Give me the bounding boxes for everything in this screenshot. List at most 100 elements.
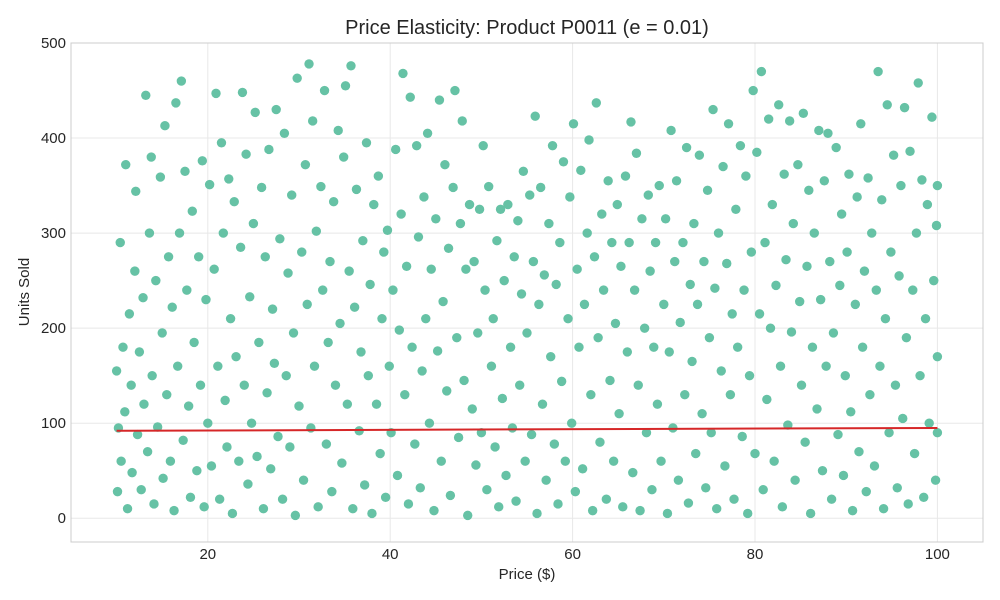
data-point xyxy=(152,422,163,432)
data-point xyxy=(729,494,739,504)
data-point xyxy=(178,435,188,445)
data-point xyxy=(788,218,799,229)
data-point xyxy=(922,199,933,210)
data-point xyxy=(158,473,168,484)
data-point xyxy=(363,370,374,381)
data-point xyxy=(783,420,793,430)
data-point xyxy=(560,456,571,466)
data-point xyxy=(932,427,943,438)
data-point xyxy=(931,220,942,231)
data-point xyxy=(652,399,663,409)
data-point xyxy=(333,125,343,136)
data-point xyxy=(163,252,174,262)
data-point xyxy=(825,256,835,267)
data-point xyxy=(847,505,858,516)
data-point xyxy=(660,214,671,224)
data-point xyxy=(722,258,732,269)
data-point xyxy=(809,228,819,238)
data-point xyxy=(641,427,652,438)
data-point xyxy=(608,456,619,466)
data-point xyxy=(116,456,126,466)
data-point xyxy=(417,366,427,376)
data-point xyxy=(199,502,209,512)
data-point xyxy=(509,252,519,262)
data-point xyxy=(546,351,556,362)
data-point xyxy=(520,456,530,466)
data-point xyxy=(250,107,260,118)
data-point xyxy=(151,275,161,286)
data-point xyxy=(920,313,931,324)
data-point xyxy=(612,199,622,210)
data-point xyxy=(760,237,770,248)
plot-frame xyxy=(70,42,984,543)
data-point xyxy=(407,342,417,352)
data-point xyxy=(411,140,422,151)
data-point xyxy=(681,142,692,153)
data-point xyxy=(553,499,563,509)
data-point xyxy=(691,448,701,459)
data-point xyxy=(687,356,697,367)
x-tick-label: 80 xyxy=(747,546,764,563)
data-point xyxy=(499,275,509,286)
data-point xyxy=(650,237,661,248)
data-point xyxy=(292,73,302,83)
data-point xyxy=(869,461,880,471)
data-point xyxy=(167,302,177,312)
data-point xyxy=(302,299,312,310)
data-point xyxy=(748,85,758,96)
data-point xyxy=(162,389,172,400)
data-point xyxy=(436,456,446,466)
data-point xyxy=(234,456,244,466)
data-point xyxy=(535,182,546,193)
data-point xyxy=(450,85,460,96)
data-point xyxy=(643,190,653,200)
points-layer xyxy=(111,59,943,521)
data-point xyxy=(886,247,896,257)
data-point xyxy=(779,169,789,179)
data-point xyxy=(591,98,602,108)
data-point xyxy=(469,256,479,267)
data-point xyxy=(442,386,452,396)
data-point xyxy=(697,408,707,419)
data-point xyxy=(605,375,615,386)
data-point xyxy=(495,204,506,215)
data-point xyxy=(671,176,682,186)
data-point xyxy=(586,389,596,400)
data-point xyxy=(337,458,347,468)
data-point xyxy=(501,470,511,481)
data-point xyxy=(121,159,131,170)
data-point xyxy=(111,366,122,376)
data-point xyxy=(271,104,281,115)
data-point xyxy=(710,283,720,293)
data-point xyxy=(819,176,830,186)
data-point xyxy=(264,144,274,155)
data-point xyxy=(415,483,425,493)
data-point xyxy=(248,218,259,229)
data-point xyxy=(455,218,466,229)
data-point xyxy=(626,117,636,127)
data-point xyxy=(814,125,824,136)
data-point xyxy=(577,464,588,474)
data-point xyxy=(694,150,705,160)
data-point xyxy=(833,429,843,440)
data-point xyxy=(593,332,603,343)
data-point xyxy=(356,347,366,357)
data-point xyxy=(287,190,297,200)
data-point xyxy=(758,485,768,495)
data-point xyxy=(146,152,156,162)
data-point xyxy=(359,480,370,490)
data-point xyxy=(171,98,181,108)
data-point xyxy=(716,366,726,376)
x-tick-label: 40 xyxy=(382,546,399,563)
data-point xyxy=(338,152,349,162)
data-point xyxy=(587,505,598,516)
data-point xyxy=(307,116,318,126)
data-point xyxy=(683,498,694,508)
data-point xyxy=(174,228,185,238)
data-point xyxy=(209,264,219,274)
data-point xyxy=(235,242,246,253)
data-point xyxy=(160,120,170,131)
data-point xyxy=(720,461,730,471)
data-point xyxy=(180,166,190,177)
data-point xyxy=(563,313,573,324)
